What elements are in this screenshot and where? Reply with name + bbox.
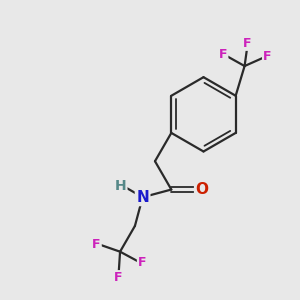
Text: F: F bbox=[92, 238, 100, 251]
Text: H: H bbox=[115, 179, 126, 193]
Text: F: F bbox=[243, 37, 252, 50]
Text: F: F bbox=[263, 50, 272, 63]
Text: N: N bbox=[136, 190, 149, 205]
Text: F: F bbox=[138, 256, 147, 268]
Text: F: F bbox=[114, 271, 123, 284]
Text: O: O bbox=[195, 182, 208, 197]
Text: F: F bbox=[219, 48, 227, 61]
